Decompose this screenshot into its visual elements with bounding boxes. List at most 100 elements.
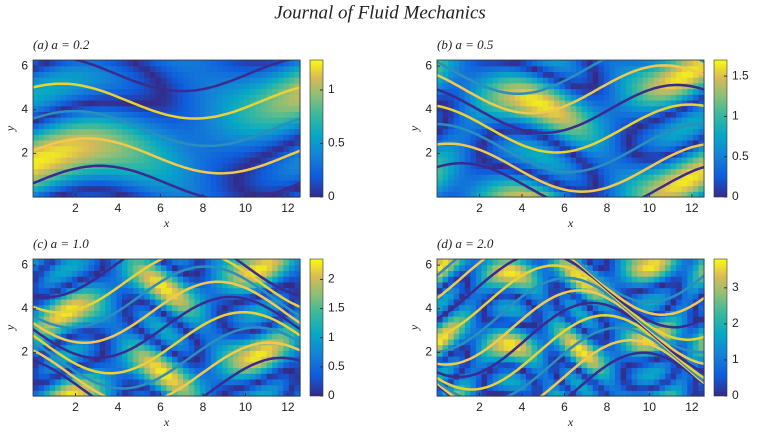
heat-cell [615,361,622,369]
heat-cell [459,270,466,277]
heat-cell [44,128,51,135]
heat-cell [266,151,273,158]
heat-cell [38,321,45,329]
heat-cell [481,77,488,84]
heat-cell [492,162,499,170]
heat-cell [620,111,627,118]
heat-cell [216,157,223,164]
heat-cell [464,71,471,78]
heat-cell [487,264,494,272]
heat-cell [564,162,572,170]
heat-cell [205,367,212,374]
heat-cell [277,94,284,101]
heat-cell [77,367,84,374]
heat-cell [138,321,145,329]
heat-cell [249,367,257,374]
heat-cell [38,384,45,391]
heat-cell [503,259,510,266]
heat-cell [481,264,488,272]
heat-cell [464,105,471,112]
heat-cell [692,134,700,141]
heat-cell [116,276,123,283]
heat-cell [576,270,583,277]
heat-cell [33,191,40,198]
heat-cell [177,111,184,118]
heat-cell [514,333,522,340]
heat-cell [509,145,516,152]
heat-cell [149,99,156,107]
heat-cell [199,384,207,391]
heat-cell [288,128,296,135]
heat-cell [266,259,273,266]
heat-cell [676,157,683,164]
heat-cell [110,174,118,181]
heat-cell [631,88,638,95]
heat-cell [149,162,156,170]
heat-cell [249,270,257,277]
heat-cell [620,356,627,363]
heat-cell [49,88,56,95]
heat-cell [138,378,145,386]
heat-cell [648,77,655,84]
heat-cell [520,60,527,67]
heat-cell [692,281,700,289]
heat-cell [177,321,184,329]
heat-cell [676,390,683,397]
heat-cell [261,117,268,124]
heat-cell [227,128,234,135]
heat-cell [514,128,522,135]
heat-cell [526,264,533,272]
heat-cell [637,378,644,386]
heat-cell [294,151,301,158]
heat-cell [648,185,655,192]
heat-cell [283,179,290,187]
heat-cell [687,298,694,306]
heat-cell [133,321,140,329]
heat-cell [205,321,212,329]
heat-cell [498,99,505,107]
heat-cell [559,259,566,266]
heat-cell [138,111,145,118]
heat-cell [503,333,510,340]
heat-cell [155,139,162,147]
heat-cell [620,122,627,130]
heat-cell [448,179,455,187]
heat-cell [559,117,566,124]
heat-cell [670,333,677,340]
heat-cell [249,145,257,152]
heat-cell [177,293,184,300]
heat-cell [514,168,522,175]
heat-cell [570,151,577,158]
heat-cell [116,88,123,95]
heat-cell [49,145,56,152]
heat-cell [659,316,666,323]
heat-cell [233,316,240,323]
heat-cell [94,304,101,311]
heat-cell [576,60,583,67]
heat-cell [77,270,84,277]
heat-cell [509,128,516,135]
heat-cell [526,259,533,266]
heat-cell [277,333,284,340]
heat-cell [570,139,577,147]
heat-cell [33,88,40,95]
heat-cell [514,88,522,95]
heat-cell [177,281,184,289]
heat-cell [66,179,73,187]
heat-cell [615,134,622,141]
heat-cell [609,99,616,107]
heat-cell [94,350,101,357]
heat-cell [481,168,488,175]
heat-cell [581,139,588,147]
heat-cell [587,361,594,369]
heat-cell [487,111,494,118]
heat-cell [166,316,173,323]
heat-cell [205,134,212,141]
heat-cell [261,293,268,300]
heat-cell [272,145,279,152]
heat-cell [255,316,262,323]
heat-cell [659,117,666,124]
heat-cell [481,88,488,95]
heat-cell [216,139,223,147]
heat-cell [481,191,488,198]
